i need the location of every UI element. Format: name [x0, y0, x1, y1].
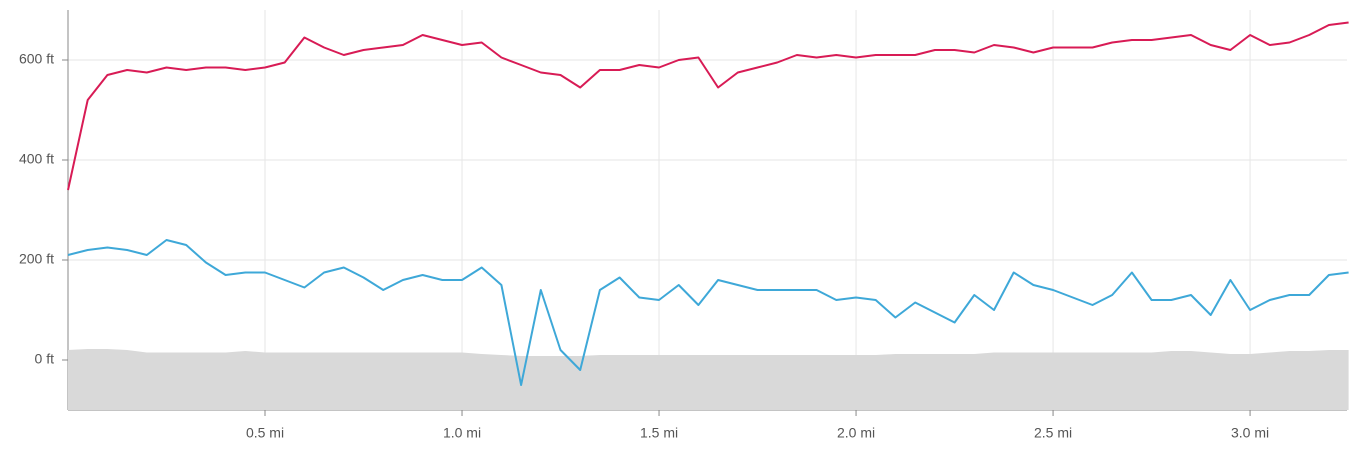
x-tick-label: 3.0 mi [1231, 425, 1269, 441]
elevation-area [68, 349, 1349, 410]
x-tick-label: 2.0 mi [837, 425, 875, 441]
y-tick-label: 0 ft [35, 351, 55, 367]
y-tick-label: 200 ft [19, 251, 54, 267]
x-tick-label: 1.5 mi [640, 425, 678, 441]
series-line [67, 239, 1349, 386]
x-tick-label: 0.5 mi [246, 425, 284, 441]
y-tick-label: 400 ft [19, 151, 54, 167]
y-tick-label: 600 ft [19, 51, 54, 67]
x-tick-label: 2.5 mi [1034, 425, 1072, 441]
x-tick-label: 1.0 mi [443, 425, 481, 441]
series-line [67, 21, 1349, 191]
